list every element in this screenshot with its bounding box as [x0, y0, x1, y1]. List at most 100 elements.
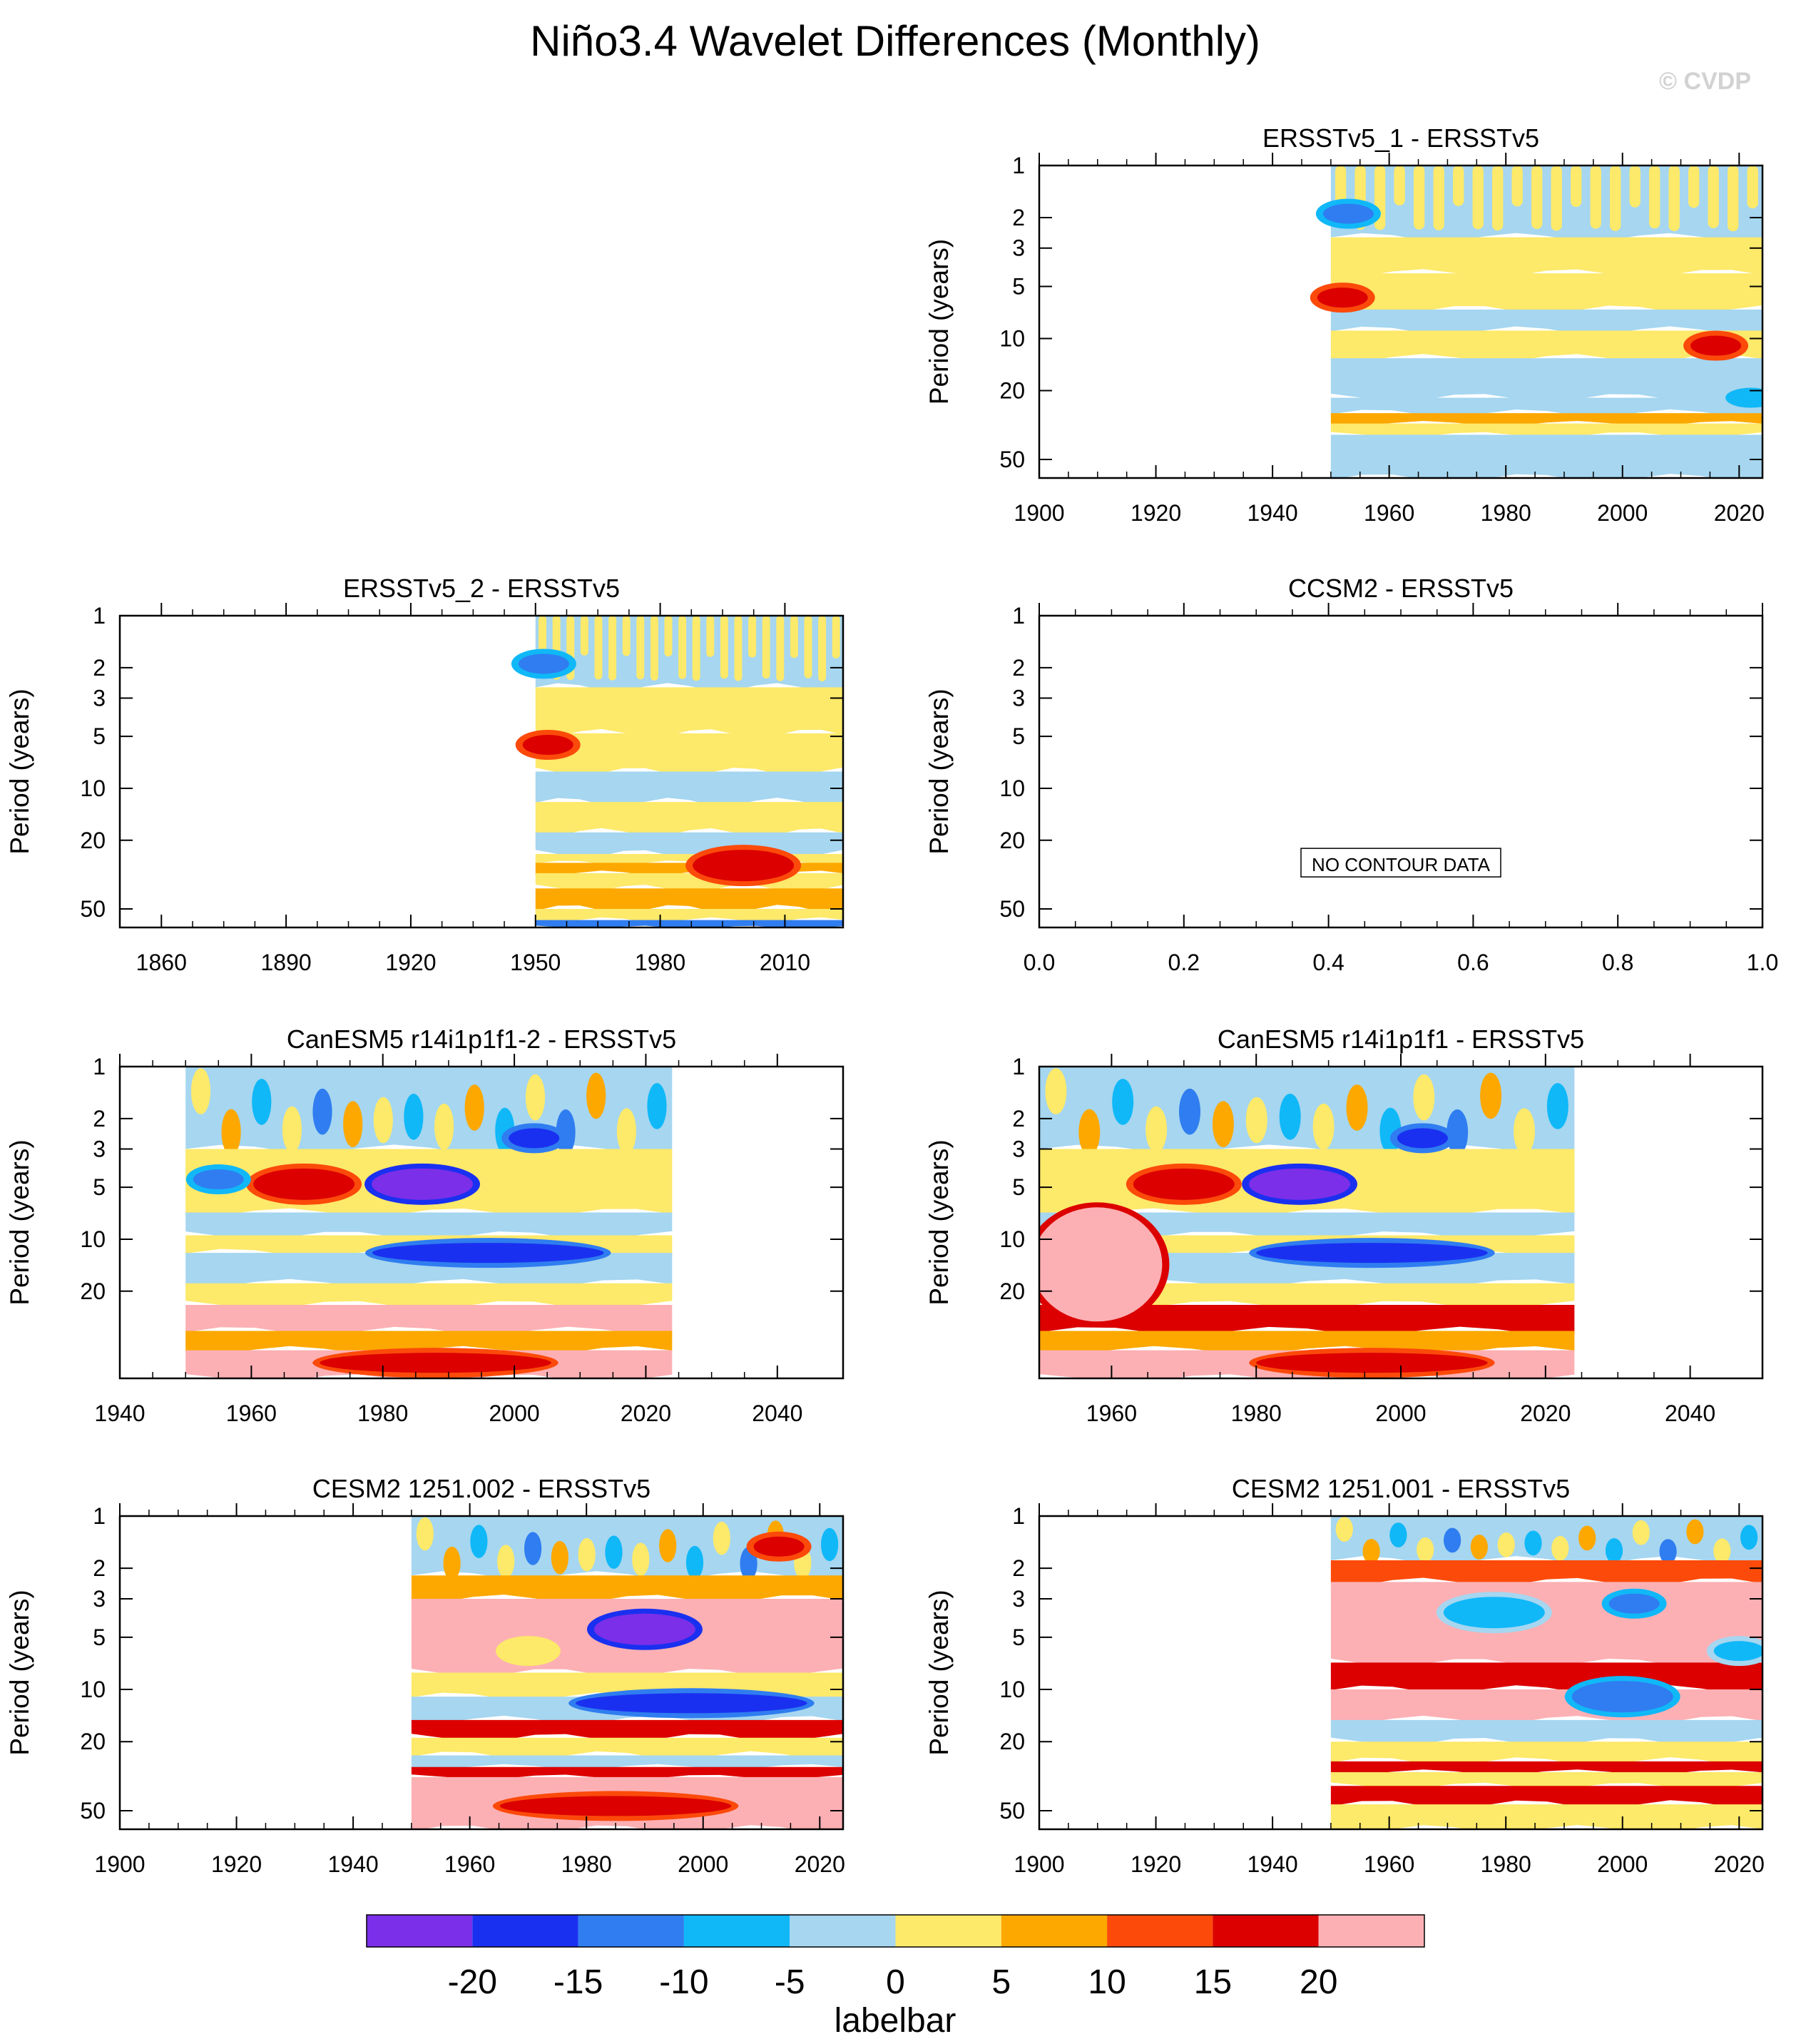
contour-band [535, 771, 843, 806]
y-tick-label: 2 [1012, 1106, 1025, 1132]
colorbar-tick-label: 15 [1194, 1963, 1232, 2001]
contour-band [1330, 1772, 1762, 1790]
colorbar-tick-label: -5 [775, 1963, 805, 2001]
panel-title: CCSM2 - ERSSTv5 [1288, 574, 1514, 603]
contour-feature [193, 1169, 244, 1190]
blob [416, 1517, 434, 1551]
contour-feature [1322, 203, 1374, 224]
blob [434, 1103, 454, 1150]
contour-feature [372, 1243, 604, 1263]
blob [282, 1106, 302, 1153]
colorbar-tick-label: -20 [448, 1963, 497, 2001]
x-tick-label: 1960 [444, 1851, 495, 1877]
x-tick-label: 1960 [1086, 1400, 1137, 1426]
y-tick-label: 3 [1012, 685, 1025, 711]
x-tick-label: 1940 [328, 1851, 379, 1877]
contour-band [1330, 1742, 1762, 1766]
contour-feature [576, 1693, 807, 1714]
streak [1453, 166, 1464, 206]
x-tick-label: 2010 [760, 950, 810, 975]
blob [373, 1097, 393, 1144]
streak [1708, 166, 1719, 228]
y-tick-label: 1 [1012, 153, 1025, 178]
blob [443, 1546, 461, 1580]
x-tick-label: 1860 [136, 950, 187, 975]
contour-band [1330, 237, 1762, 278]
panels: ERSSTv5_1 - ERSSTv5 Period (years) 1 2 3 5 10 2… [5, 123, 1778, 1877]
blob [1578, 1525, 1596, 1551]
y-axis-label: Period (years) [924, 688, 954, 854]
x-tick-label: 2020 [795, 1851, 845, 1877]
streak [622, 616, 631, 656]
panel-2: ERSSTv5_2 - ERSSTv5 Period (years) 1 2 3 5 10 2… [5, 574, 845, 975]
y-tick-label: 50 [999, 1798, 1025, 1824]
contour-band [1330, 1689, 1762, 1724]
streak [776, 616, 785, 681]
blob [1112, 1079, 1134, 1125]
streak [664, 616, 673, 657]
blob [497, 1545, 515, 1578]
blob [1551, 1535, 1569, 1561]
contour-band [411, 1516, 843, 1580]
streak [720, 616, 728, 679]
colorbar: -20 -15 -10 -5 0 5 10 15 20 [366, 1914, 1425, 2001]
streak [650, 616, 658, 681]
streak [580, 616, 588, 656]
streak [804, 616, 812, 678]
x-tick-label: 2000 [489, 1400, 539, 1426]
blob [1480, 1072, 1502, 1119]
blob [1605, 1538, 1623, 1563]
y-tick-label: 10 [999, 1677, 1025, 1702]
blob [1413, 1074, 1435, 1121]
y-axis-label: Period (years) [5, 688, 34, 854]
colorbar-label: labelbar [835, 2002, 956, 2040]
x-tick-label: 1920 [1131, 1851, 1181, 1877]
y-tick-label: 2 [1012, 655, 1025, 681]
contour-feature [593, 1613, 695, 1645]
x-tick-label: 1920 [211, 1851, 262, 1877]
x-tick-label: 1980 [635, 950, 685, 975]
panel-title: ERSSTv5_2 - ERSSTv5 [343, 574, 620, 603]
contour-feature [1039, 1207, 1163, 1322]
panel-title: CanESM5 r14i1p1f1 - ERSSTv5 [1218, 1024, 1584, 1054]
contour-feature [320, 1353, 551, 1373]
contour-band [1330, 1786, 1762, 1809]
contour-feature [1317, 288, 1368, 308]
y-tick-label: 1 [1012, 1503, 1025, 1529]
y-tick-label: 2 [93, 1555, 106, 1581]
x-tick-label: 0.6 [1457, 950, 1489, 975]
blob [252, 1079, 272, 1125]
blob [1212, 1101, 1234, 1147]
contour-band [1039, 1304, 1575, 1336]
blob [551, 1540, 569, 1575]
colorbar-swatch [1213, 1915, 1319, 1947]
x-tick-label: 1980 [1231, 1400, 1282, 1426]
x-tick-label: 1900 [94, 1851, 145, 1877]
contour-feature [1249, 1168, 1351, 1200]
x-tick-label: 0.2 [1168, 950, 1200, 975]
blob [1389, 1522, 1407, 1547]
streak [1649, 166, 1660, 229]
blob [647, 1083, 667, 1129]
x-tick-label: 2000 [1375, 1400, 1426, 1426]
contour-feature [509, 1128, 560, 1149]
x-tick-label: 1960 [1364, 1851, 1414, 1877]
plot-frame [118, 1515, 845, 1831]
blob [1417, 1537, 1434, 1562]
blob [464, 1084, 484, 1131]
plot-frame [118, 614, 845, 929]
contour-feature [1133, 1168, 1235, 1200]
contour-band [411, 1737, 843, 1760]
y-tick-label: 10 [80, 1677, 106, 1702]
y-tick-label: 5 [93, 1174, 106, 1200]
x-tick-label: 2040 [752, 1400, 802, 1426]
contour-band [535, 909, 843, 923]
contour-band [1039, 1283, 1575, 1309]
colorbar-swatch [472, 1915, 578, 1947]
contour-feature [1443, 1597, 1545, 1629]
panel-title: CanESM5 r14i1p1f1-2 - ERSSTv5 [287, 1024, 676, 1054]
contour-band [1330, 434, 1762, 478]
colorbar-swatch [367, 1915, 473, 1947]
blob [1312, 1103, 1335, 1150]
